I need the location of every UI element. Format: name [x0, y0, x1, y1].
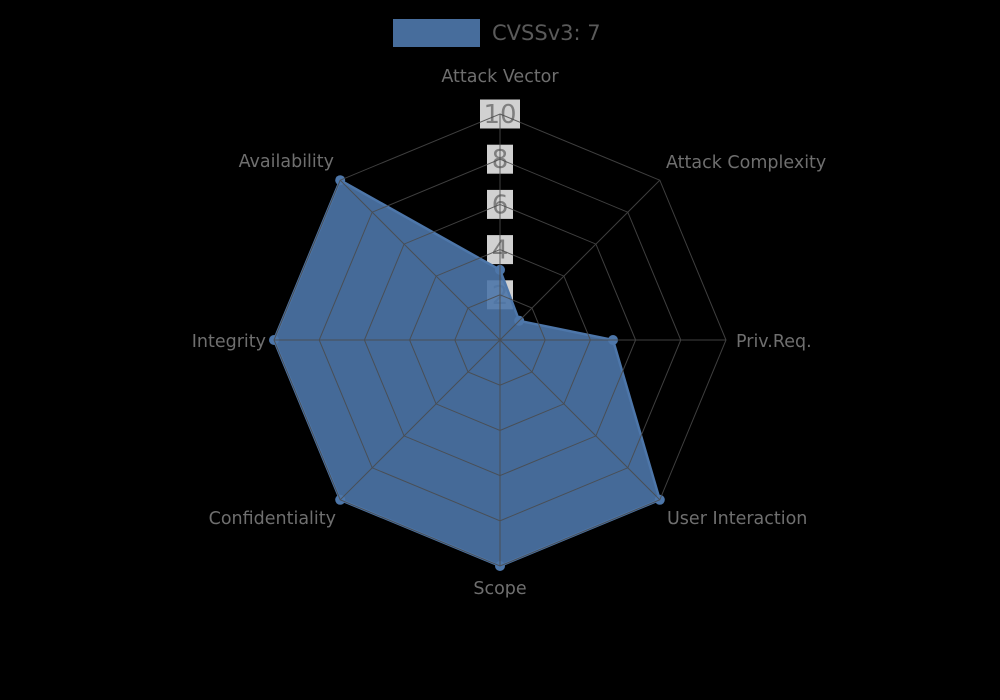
axis-label-confidentiality: Confidentiality	[209, 509, 336, 529]
grid-spoke	[339, 339, 501, 501]
axis-label-availability: Availability	[239, 152, 334, 172]
axis-label-scope: Scope	[473, 579, 526, 599]
axis-label-attack-vector: Attack Vector	[441, 67, 559, 87]
grid-spoke	[499, 179, 661, 341]
axis-label-user-interaction: User Interaction	[667, 509, 807, 529]
grid-spoke	[339, 179, 501, 341]
grid-spoke	[499, 339, 661, 501]
legend-label: CVSSv3: 7	[492, 21, 601, 45]
axis-labels: Attack Vector Attack Complexity Priv.Req. U…	[192, 67, 827, 599]
axis-label-integrity: Integrity	[192, 332, 266, 352]
radar-grid	[273, 113, 727, 567]
axis-label-attack-complexity: Attack Complexity	[666, 153, 826, 173]
legend: CVSSv3: 7	[393, 19, 601, 47]
legend-swatch	[393, 19, 480, 47]
axis-label-priv-req: Priv.Req.	[736, 332, 812, 352]
